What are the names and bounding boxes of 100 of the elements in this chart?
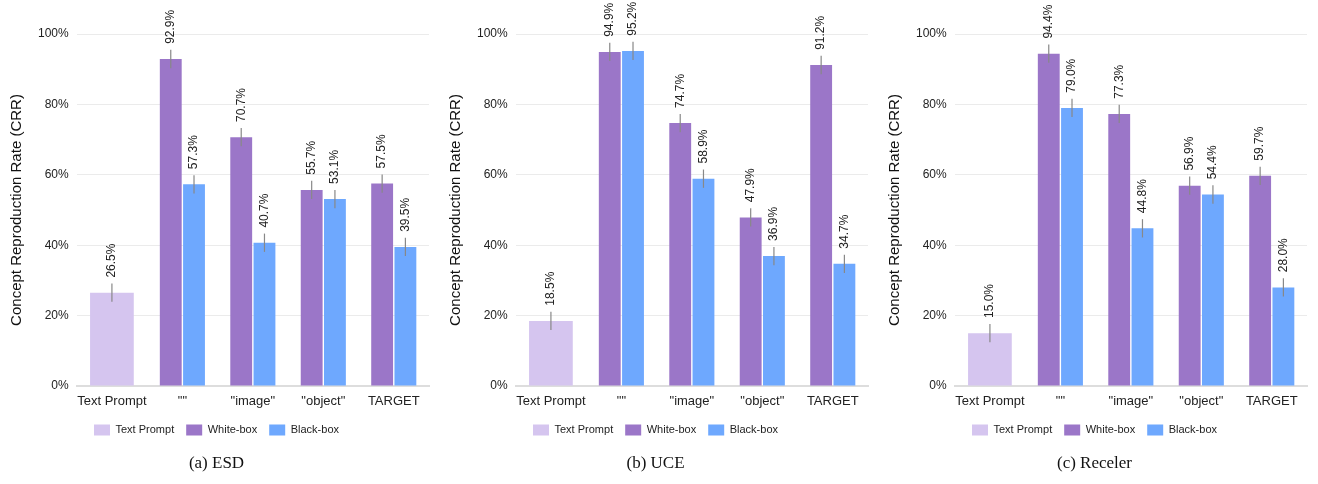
y-axis-title: Concept Reproduction Rate (CRR) [885, 94, 903, 326]
x-tick-label: TARGET [367, 393, 420, 409]
y-tick-label: 100% [915, 26, 948, 41]
data-label: 56.9% [1181, 136, 1196, 171]
data-label: 15.0% [982, 283, 997, 319]
bar [739, 217, 762, 386]
bar [763, 256, 785, 386]
y-tick-label: 100% [37, 26, 70, 41]
y-tick-label: 20% [922, 307, 948, 322]
x-tick-label: "" [177, 393, 188, 409]
bar [230, 137, 253, 386]
x-tick-label: "object" [1179, 393, 1224, 409]
data-label: 74.7% [672, 73, 687, 108]
x-tick-label: Text Prompt [955, 393, 1025, 409]
bar [371, 183, 394, 386]
data-label: 59.7% [1252, 126, 1267, 161]
y-axis-title: Concept Reproduction Rate (CRR) [446, 94, 464, 326]
data-label: 34.7% [836, 214, 851, 249]
legend-label: White-box [1085, 423, 1136, 436]
y-tick-label: 20% [44, 307, 70, 322]
bar [1178, 185, 1201, 386]
y-tick-label: 40% [44, 237, 70, 252]
text: (c) Receler [1056, 453, 1133, 473]
data-label: 54.4% [1205, 145, 1220, 180]
data-label: 92.9% [163, 9, 178, 44]
x-tick-label: "object" [740, 393, 785, 409]
legend-label: Text Prompt [554, 423, 614, 436]
x-tick-label: TARGET [806, 393, 859, 409]
data-label: 77.3% [1111, 64, 1126, 99]
y-tick-label: 0% [51, 378, 70, 393]
bar [1202, 194, 1224, 386]
y-tick-label: 80% [483, 96, 509, 111]
bar [692, 178, 715, 386]
legend-label: Black-box [729, 423, 779, 436]
data-label: 57.5% [374, 134, 389, 169]
data-label: 18.5% [543, 271, 558, 306]
data-label: 94.4% [1041, 4, 1056, 39]
bar [300, 189, 323, 386]
x-tick-label: "object" [301, 393, 346, 409]
y-tick-label: 80% [922, 96, 948, 111]
bar [1061, 107, 1083, 386]
y-axis-title: Concept Reproduction Rate (CRR) [7, 94, 25, 326]
y-tick-label: 40% [922, 237, 948, 252]
legend-label: White-box [646, 423, 697, 436]
legend-label: Text Prompt [993, 423, 1053, 436]
data-label: 36.9% [766, 206, 781, 241]
bar [1249, 175, 1272, 386]
y-tick-label: 40% [483, 237, 509, 252]
bar [1272, 287, 1295, 386]
bar [1037, 53, 1060, 386]
x-tick-label: Text Prompt [77, 393, 147, 409]
y-tick-label: 80% [44, 96, 70, 111]
y-tick-label: 60% [922, 167, 948, 182]
bar [529, 320, 573, 386]
data-label: 91.2% [813, 15, 828, 50]
bar [833, 263, 856, 386]
bar [622, 50, 644, 386]
x-tick-label: TARGET [1245, 393, 1298, 409]
data-label: 55.7% [303, 140, 318, 175]
data-label: 44.8% [1134, 178, 1149, 214]
bar [183, 184, 205, 386]
data-label: 79.0% [1064, 58, 1079, 93]
legend-label: Text Prompt [115, 423, 175, 436]
bar [598, 51, 621, 386]
x-tick-label: Text Prompt [516, 393, 586, 409]
y-tick-label: 60% [483, 167, 509, 182]
bar [159, 58, 182, 386]
y-tick-label: 60% [44, 167, 70, 182]
data-label: 94.9% [602, 2, 617, 37]
y-tick-label: 20% [483, 307, 509, 322]
x-tick-label: "image" [230, 393, 276, 409]
x-tick-label: "image" [1108, 393, 1154, 409]
data-label: 26.5% [104, 243, 119, 278]
bar [394, 246, 417, 386]
data-label: 53.1% [327, 149, 342, 184]
bar [90, 292, 134, 386]
data-label: 39.5% [397, 197, 412, 232]
bar [669, 123, 692, 386]
text: (a) ESD [188, 453, 245, 473]
bar [1108, 113, 1131, 386]
x-tick-label: "image" [669, 393, 715, 409]
bar [253, 242, 276, 386]
bar [324, 199, 346, 386]
y-tick-label: 0% [490, 378, 509, 393]
legend-label: White-box [207, 423, 258, 436]
x-tick-label: "" [616, 393, 627, 409]
bar [1131, 228, 1154, 386]
legend-label: Black-box [290, 423, 340, 436]
data-label: 58.9% [695, 129, 710, 164]
legend-label: Black-box [1168, 423, 1218, 436]
y-tick-label: 0% [929, 378, 948, 393]
data-label: 57.3% [186, 134, 201, 170]
data-label: 40.7% [256, 193, 271, 228]
data-label: 95.2% [625, 1, 640, 36]
bar [810, 64, 833, 386]
y-tick-label: 100% [476, 26, 509, 41]
data-label: 47.9% [742, 167, 757, 203]
data-label: 70.7% [233, 87, 248, 122]
x-tick-label: "" [1055, 393, 1066, 409]
data-label: 28.0% [1275, 237, 1290, 273]
